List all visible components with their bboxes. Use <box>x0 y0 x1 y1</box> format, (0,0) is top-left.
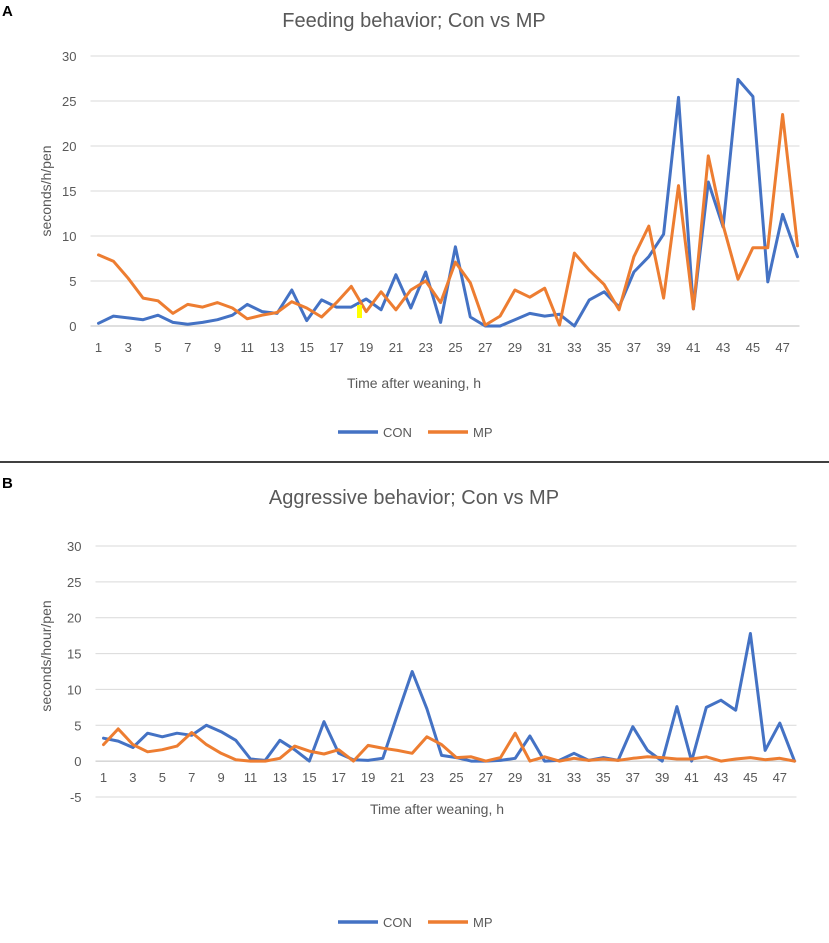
yellow-highlight-mark <box>357 305 362 318</box>
legend: CON MP <box>338 425 493 440</box>
series-lines <box>97 77 799 328</box>
x-tick-label: 5 <box>159 770 166 785</box>
y-ticks: -5 0 5 10 15 20 25 30 <box>67 539 81 805</box>
x-tick-label: 35 <box>596 770 610 785</box>
x-tick-label: 47 <box>775 340 789 355</box>
x-tick-label: 37 <box>626 770 640 785</box>
x-tick-label: 9 <box>217 770 224 785</box>
x-tick-label: 25 <box>449 770 463 785</box>
series-line-mp <box>102 727 796 763</box>
x-tick-label: 3 <box>129 770 136 785</box>
series-line-mp <box>97 113 799 327</box>
panel-label-b: B <box>2 475 13 492</box>
x-tick-label: 29 <box>508 340 522 355</box>
x-tick-label: 31 <box>537 770 551 785</box>
x-tick-label: 31 <box>537 340 551 355</box>
x-tick-label: 33 <box>567 770 581 785</box>
x-tick-label: 47 <box>773 770 787 785</box>
y-tick-label: -5 <box>70 790 82 805</box>
x-tick-label: 23 <box>418 340 432 355</box>
y-tick-label: 20 <box>62 139 76 154</box>
feeding-behavior-chart: A Feeding behavior; Con vs MP Time after… <box>2 3 800 440</box>
x-tick-label: 17 <box>329 340 343 355</box>
x-tick-label: 41 <box>686 340 700 355</box>
x-tick-label: 19 <box>359 340 373 355</box>
x-tick-label: 21 <box>390 770 404 785</box>
y-tick-label: 0 <box>74 754 81 769</box>
y-tick-label: 5 <box>74 718 81 733</box>
x-tick-label: 1 <box>100 770 107 785</box>
chart-title: Feeding behavior; Con vs MP <box>282 10 545 32</box>
chart-title: Aggressive behavior; Con vs MP <box>269 487 559 509</box>
y-tick-label: 20 <box>67 611 81 626</box>
series-lines <box>102 632 796 763</box>
series-line-con <box>102 632 796 763</box>
y-tick-label: 10 <box>67 682 81 697</box>
x-tick-label: 15 <box>299 340 313 355</box>
legend: CON MP <box>338 915 493 930</box>
y-tick-label: 15 <box>67 647 81 662</box>
x-tick-label: 13 <box>273 770 287 785</box>
y-tick-label: 25 <box>67 575 81 590</box>
y-tick-label: 30 <box>62 49 76 64</box>
x-tick-label: 23 <box>420 770 434 785</box>
y-tick-label: 0 <box>69 319 76 334</box>
legend-label-mp: MP <box>473 915 493 930</box>
legend-label-con: CON <box>383 915 412 930</box>
x-ticks: 1 3 5 7 9 11 13 15 17 19 21 23 25 27 29 31 33 35 37 39 41 43 4… <box>95 340 790 355</box>
x-tick-label: 11 <box>244 770 258 785</box>
x-tick-label: 39 <box>656 340 670 355</box>
x-tick-label: 3 <box>125 340 132 355</box>
panel-label-a: A <box>2 3 13 20</box>
x-tick-label: 7 <box>184 340 191 355</box>
x-axis-label: Time after weaning, h <box>347 375 481 391</box>
x-tick-label: 1 <box>95 340 102 355</box>
y-tick-label: 30 <box>67 539 81 554</box>
x-tick-label: 21 <box>389 340 403 355</box>
y-tick-label: 15 <box>62 184 76 199</box>
aggressive-behavior-chart: B Aggressive behavior; Con vs MP Time af… <box>2 475 797 930</box>
x-tick-label: 9 <box>214 340 221 355</box>
x-axis-label: Time after weaning, h <box>370 801 504 817</box>
x-tick-label: 17 <box>331 770 345 785</box>
x-tick-label: 39 <box>655 770 669 785</box>
y-axis-label: seconds/h/pen <box>38 145 54 236</box>
x-tick-label: 45 <box>743 770 757 785</box>
x-tick-label: 43 <box>714 770 728 785</box>
x-tick-label: 29 <box>508 770 522 785</box>
x-tick-label: 13 <box>270 340 284 355</box>
x-tick-label: 41 <box>684 770 698 785</box>
x-tick-label: 19 <box>361 770 375 785</box>
gridlines <box>95 545 797 798</box>
x-tick-label: 25 <box>448 340 462 355</box>
x-tick-label: 45 <box>746 340 760 355</box>
legend-label-mp: MP <box>473 425 493 440</box>
x-tick-label: 15 <box>302 770 316 785</box>
x-tick-label: 37 <box>627 340 641 355</box>
x-tick-label: 27 <box>478 340 492 355</box>
y-tick-label: 25 <box>62 94 76 109</box>
x-tick-label: 11 <box>240 340 254 355</box>
x-tick-label: 5 <box>154 340 161 355</box>
y-tick-label: 10 <box>62 229 76 244</box>
x-tick-label: 33 <box>567 340 581 355</box>
x-tick-label: 35 <box>597 340 611 355</box>
x-tick-label: 43 <box>716 340 730 355</box>
series-line-con <box>97 77 799 328</box>
x-tick-label: 7 <box>188 770 195 785</box>
y-tick-label: 5 <box>69 274 76 289</box>
y-axis-label: seconds/hour/pen <box>38 600 54 711</box>
legend-label-con: CON <box>383 425 412 440</box>
x-tick-label: 27 <box>479 770 493 785</box>
gridlines <box>90 55 800 327</box>
x-ticks: 1 3 5 7 9 11 13 15 17 19 21 23 25 27 29 31 33 35 37 39 41 43 4… <box>100 770 787 785</box>
y-ticks: 0 5 10 15 20 25 30 <box>62 49 76 334</box>
